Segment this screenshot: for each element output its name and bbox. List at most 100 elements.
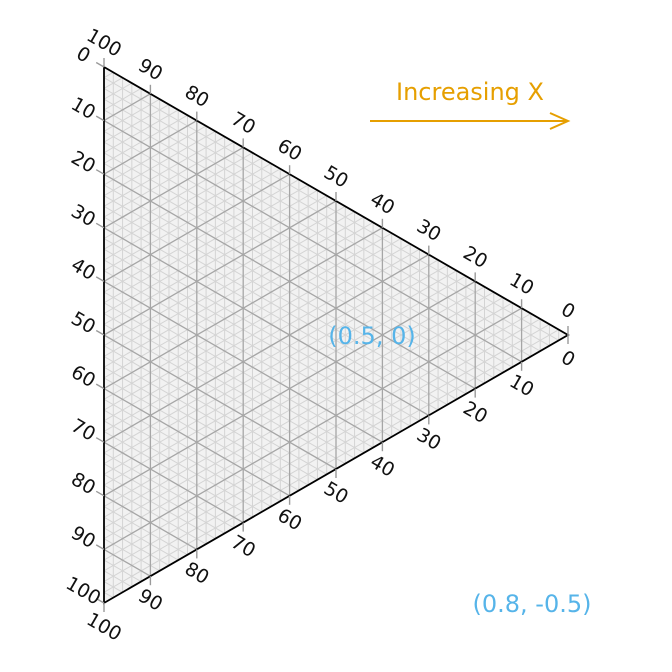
grid-line xyxy=(103,270,392,438)
grid-line xyxy=(103,168,281,272)
left-axis-tick xyxy=(95,544,105,551)
grid-line xyxy=(103,179,300,293)
grid-line xyxy=(103,200,337,336)
top-axis-tick-label: 10 xyxy=(506,269,538,300)
grid-line xyxy=(103,259,402,432)
left-axis-tick xyxy=(95,276,105,283)
grid-line xyxy=(103,88,142,111)
grid-line xyxy=(103,227,430,416)
grid-line xyxy=(103,120,198,175)
right-axis-tick-label: 0 xyxy=(557,346,578,371)
grid-line xyxy=(103,275,467,486)
grid-line xyxy=(103,291,374,448)
grid-line xyxy=(103,527,170,566)
grid-line xyxy=(103,211,355,357)
grid-line xyxy=(103,313,355,459)
top-axis-tick-label: 90 xyxy=(134,54,166,85)
grid-line xyxy=(103,189,318,314)
grid-line xyxy=(103,109,179,154)
right-axis-tick-label: 40 xyxy=(366,451,398,482)
top-axis-tick-label: 60 xyxy=(274,135,306,166)
grid-line xyxy=(103,356,318,481)
grid-line xyxy=(103,463,225,534)
grid-line xyxy=(103,329,559,593)
grid-line xyxy=(103,431,253,518)
grid-line xyxy=(103,77,559,341)
grid-line xyxy=(103,452,235,529)
left-axis-tick-label: 70 xyxy=(67,415,99,446)
left-axis-tick xyxy=(95,437,105,443)
grid-line xyxy=(103,420,263,513)
right-axis-tick-label: 80 xyxy=(181,558,213,589)
left-axis-tick xyxy=(95,222,105,229)
grid-line xyxy=(103,323,346,465)
grid-line xyxy=(103,441,244,524)
grid-line xyxy=(103,243,411,422)
grid-line xyxy=(103,506,188,556)
right-axis-tick-label: 20 xyxy=(459,397,491,428)
grid-line xyxy=(103,152,253,239)
increasing-x-label: Increasing X xyxy=(396,78,544,106)
grid-line xyxy=(103,71,114,79)
grid-line xyxy=(103,318,541,572)
grid-line xyxy=(103,286,485,507)
grid-line xyxy=(103,516,179,561)
top-axis-tick-label: 50 xyxy=(320,161,352,192)
major-grid xyxy=(103,93,523,577)
left-axis-tick xyxy=(95,169,105,175)
grid-line xyxy=(103,334,337,470)
grid-line xyxy=(103,495,198,550)
grid-line xyxy=(103,141,235,218)
left-axis-tick-label: 90 xyxy=(67,522,99,553)
left-axis-tick xyxy=(95,61,105,68)
grid-line xyxy=(103,141,504,373)
grid-line xyxy=(103,184,309,304)
grid-line xyxy=(103,184,467,395)
top-axis-tick-label: 40 xyxy=(366,188,398,219)
grid-line xyxy=(103,173,290,282)
grid-line xyxy=(103,77,123,89)
grid-line xyxy=(103,104,170,143)
point-label-outside: (0.8, -0.5) xyxy=(473,590,592,618)
left-axis-tick-label: 30 xyxy=(67,200,99,231)
grid-line xyxy=(103,591,114,599)
left-axis-tick xyxy=(95,383,105,390)
left-axis-tick-label: 40 xyxy=(67,254,99,285)
left-axis-tick xyxy=(95,490,105,497)
left-axis-tick-label: 20 xyxy=(67,147,99,178)
grid-line xyxy=(103,205,448,406)
left-axis-tick-label: 100 xyxy=(62,572,104,609)
point-label-center: (0.5, 0) xyxy=(328,322,415,350)
left-axis-tick-label: 50 xyxy=(67,307,99,338)
grid-line xyxy=(103,264,448,465)
grid-line xyxy=(103,114,188,164)
grid-line xyxy=(103,232,392,400)
grid-line xyxy=(103,238,402,411)
grid-line xyxy=(103,307,522,550)
grid-line xyxy=(103,377,300,491)
grid-line xyxy=(103,216,365,368)
grid-line xyxy=(103,570,133,588)
right-axis-tick-label: 50 xyxy=(320,477,352,508)
grid-line xyxy=(103,146,244,229)
grid-line xyxy=(103,205,346,347)
grid-line xyxy=(103,581,123,593)
right-axis-tick-label: 70 xyxy=(227,531,259,562)
grid-line xyxy=(103,302,365,454)
grid-line xyxy=(103,548,151,577)
grid-line xyxy=(103,297,504,529)
grid-line xyxy=(103,82,133,100)
grid-line xyxy=(103,157,263,250)
grid-line xyxy=(103,222,374,379)
right-axis-tick-label: 100 xyxy=(83,608,125,645)
left-axis-tick-label: 60 xyxy=(67,361,99,392)
grid-line xyxy=(103,388,290,497)
grid-line xyxy=(103,120,522,363)
grid-line xyxy=(103,125,207,186)
left-axis-tick-label: 80 xyxy=(67,468,99,499)
increasing-x-arrow xyxy=(370,112,571,130)
top-axis-tick-label: 0 xyxy=(557,298,578,323)
grid-line xyxy=(103,559,142,582)
right-axis-tick-label: 60 xyxy=(274,504,306,535)
